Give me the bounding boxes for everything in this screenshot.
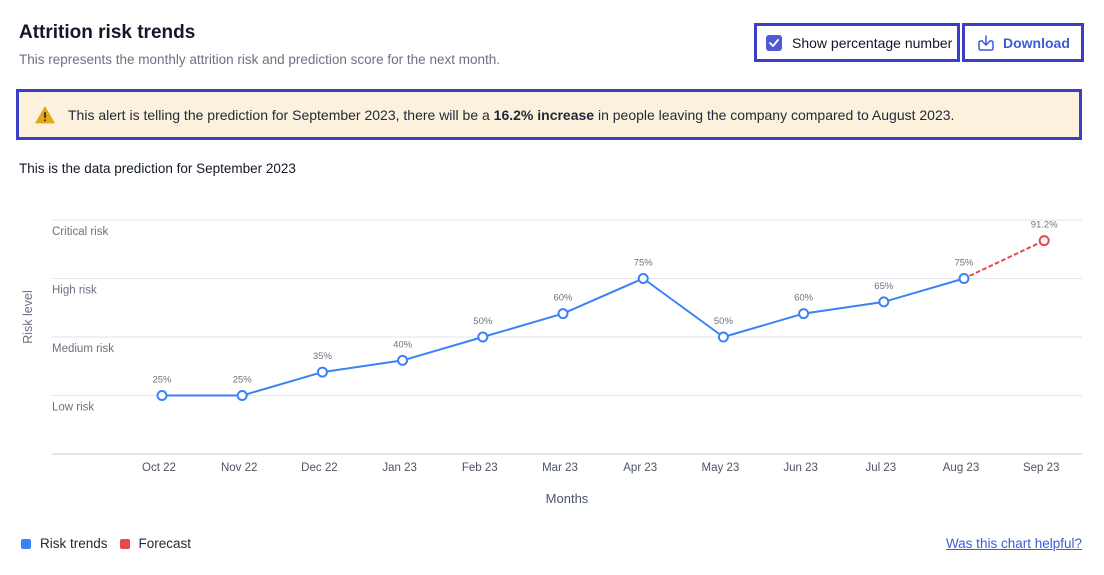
data-label: 25% <box>152 375 172 386</box>
show-percentage-toggle[interactable]: Show percentage number <box>754 23 960 62</box>
x-tick-label: Oct 22 <box>142 462 176 474</box>
y-axis-title: Risk level <box>21 290 35 344</box>
legend-swatch-risk-trends <box>21 538 31 549</box>
legend-swatch-forecast <box>119 538 130 549</box>
y-level-label: Critical risk <box>52 226 108 238</box>
legend-label-forecast: Forecast <box>138 536 192 551</box>
alert-text-bold: 16.2% increase <box>493 106 595 123</box>
show-percentage-label: Show percentage number <box>792 34 953 51</box>
chart-legend: Risk trends Forecast <box>21 536 203 551</box>
x-tick-label: Nov 22 <box>221 462 257 474</box>
x-tick-label: Jun 23 <box>783 462 818 474</box>
download-icon <box>978 34 994 51</box>
warning-icon <box>35 106 55 124</box>
download-label: Download <box>1003 34 1070 51</box>
legend-item-risk-trends: Risk trends <box>21 536 108 551</box>
data-label: 50% <box>714 316 734 327</box>
y-level-label: Low risk <box>52 402 94 414</box>
risk-trends-point <box>236 390 248 401</box>
x-tick-label: Sep 23 <box>1023 462 1059 474</box>
risk-trends-point <box>557 308 569 320</box>
x-axis-title: Months <box>546 491 589 506</box>
x-tick-label: Apr 23 <box>623 462 657 474</box>
alert-text-before: This alert is telling the prediction for… <box>68 106 494 123</box>
chart-helpful-link[interactable]: Was this chart helpful? <box>945 536 1082 551</box>
data-label: 35% <box>313 351 333 362</box>
prediction-alert: This alert is telling the prediction for… <box>16 89 1082 140</box>
checkbox-checked-icon[interactable] <box>766 34 782 51</box>
x-tick-label: Mar 23 <box>542 462 578 474</box>
x-tick-label: May 23 <box>702 462 740 474</box>
x-tick-label: Dec 22 <box>301 462 337 474</box>
risk-trends-point <box>798 308 810 320</box>
data-label: 60% <box>794 293 814 304</box>
section-description: This is the data prediction for Septembe… <box>19 161 296 176</box>
x-tick-label: Jul 23 <box>865 462 896 474</box>
data-label: 75% <box>954 258 974 269</box>
data-label: 75% <box>634 258 654 269</box>
data-label: 65% <box>874 281 894 292</box>
risk-trends-point <box>637 273 649 284</box>
x-tick-label: Feb 23 <box>462 462 498 474</box>
risk-trends-point <box>878 296 890 308</box>
risk-trends-point <box>397 354 409 366</box>
data-label: 40% <box>393 339 413 350</box>
data-label: 50% <box>473 316 493 327</box>
page-title: Attrition risk trends <box>19 22 196 43</box>
data-label: 60% <box>553 293 573 304</box>
page-subtitle: This represents the monthly attrition ri… <box>19 52 500 67</box>
forecast-line <box>963 239 1046 280</box>
forecast-point <box>1038 235 1050 247</box>
alert-text: This alert is telling the prediction for… <box>68 107 954 123</box>
y-level-label: High risk <box>52 285 97 297</box>
legend-label-risk-trends: Risk trends <box>40 536 108 551</box>
risk-trends-point <box>958 273 970 284</box>
risk-trends-point <box>156 390 168 401</box>
attrition-line-chart: Low risk Medium risk High risk Critical ris… <box>21 219 1082 506</box>
x-tick-label: Aug 23 <box>943 462 979 474</box>
data-label: 91.2% <box>1031 220 1058 231</box>
risk-trends-point <box>717 331 729 343</box>
download-button[interactable]: Download <box>962 23 1084 62</box>
legend-item-forecast: Forecast <box>119 536 192 551</box>
y-level-label: Medium risk <box>52 343 114 355</box>
alert-text-after: in people leaving the company compared t… <box>594 106 955 123</box>
risk-trends-point <box>477 331 489 343</box>
x-tick-label: Jan 23 <box>382 462 417 474</box>
risk-trends-point <box>316 366 328 378</box>
data-label: 25% <box>233 375 253 386</box>
